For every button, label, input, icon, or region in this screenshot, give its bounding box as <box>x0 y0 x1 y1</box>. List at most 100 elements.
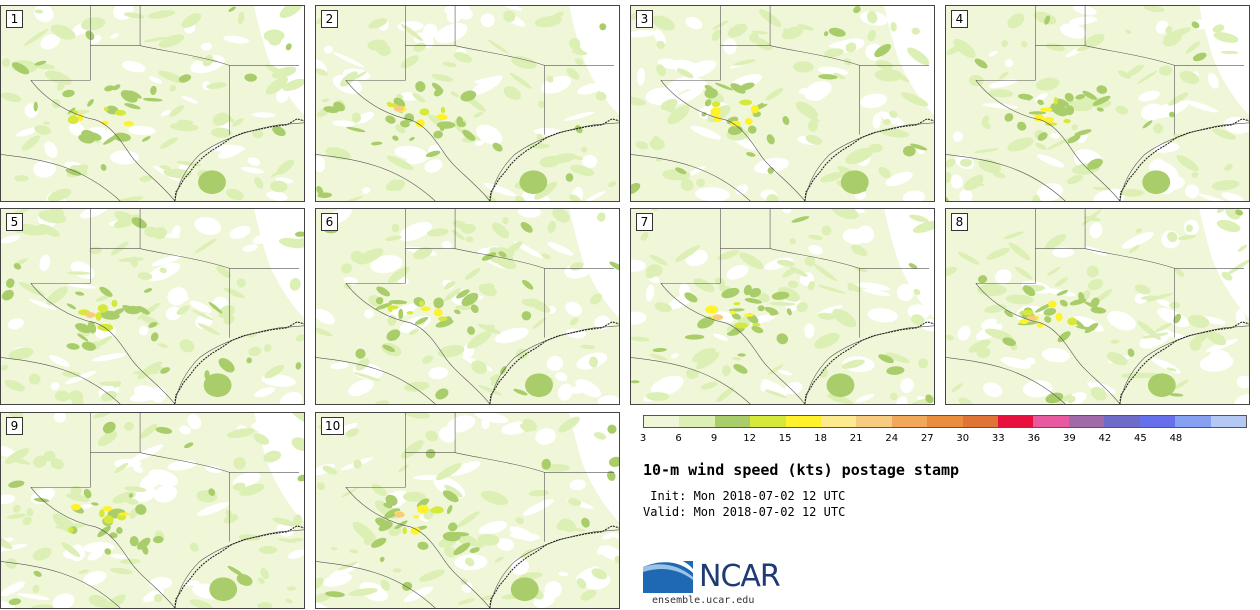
wind-contour-6kt <box>1090 386 1107 401</box>
wind-contour-6kt <box>226 188 244 201</box>
calm-patch <box>872 113 881 129</box>
calm-region <box>254 209 304 318</box>
wind-contour-9kt <box>684 292 698 303</box>
wind-contour-6kt <box>388 266 410 284</box>
wind-contour-12kt <box>77 114 84 122</box>
calm-patch <box>254 387 275 398</box>
wind-contour-6kt <box>137 272 153 280</box>
calm-patch <box>83 570 107 586</box>
wind-contour-6kt <box>114 196 144 201</box>
calm-patch <box>398 277 409 285</box>
postage-stamp-panel: 3 <box>630 5 935 202</box>
calm-patch <box>631 30 657 38</box>
wind-contour-12kt <box>419 108 430 116</box>
wind-contour-9kt <box>1087 158 1103 170</box>
wind-contour-9kt <box>453 542 471 556</box>
wind-contour-6kt <box>30 604 54 608</box>
wind-contour-9kt <box>184 442 194 449</box>
calm-patch <box>151 254 182 267</box>
coastline <box>174 321 304 404</box>
calm-patch <box>878 111 905 126</box>
wind-contour-6kt <box>66 493 90 502</box>
wind-contour-6kt <box>1146 292 1174 302</box>
wind-contour-6kt <box>218 305 235 319</box>
wind-contour-9kt <box>1017 121 1027 131</box>
wind-contour-12kt <box>1019 319 1029 325</box>
calm-region <box>569 6 619 115</box>
calm-patch <box>1087 381 1117 395</box>
calm-patch <box>323 573 352 587</box>
wind-contour-6kt <box>1141 332 1169 339</box>
wind-contour-6kt <box>776 259 795 267</box>
wind-contour-6kt <box>581 146 588 153</box>
wind-contour-9kt <box>33 101 38 112</box>
colorbar-segment <box>1068 416 1105 427</box>
wind-contour-6kt <box>1020 41 1028 48</box>
calm-patch <box>44 141 58 159</box>
wind-contour-6kt <box>453 52 473 63</box>
ncar-logo-icon <box>643 556 693 593</box>
calm-patch <box>52 593 75 608</box>
wind-contour-9kt <box>435 319 454 328</box>
calm-patch <box>1207 73 1219 89</box>
wind-contour-9kt <box>246 357 253 364</box>
wind-contour-6kt <box>50 24 76 40</box>
wind-contour-6kt <box>766 194 779 201</box>
wind-contour-6kt <box>169 84 177 92</box>
colorbar-segment <box>1104 416 1140 427</box>
boundary-line <box>316 154 436 201</box>
wind-contour-6kt <box>739 252 764 270</box>
wind-contour-6kt <box>680 178 694 191</box>
wind-speed-map <box>946 6 1249 201</box>
wind-contour-6kt <box>1067 174 1083 185</box>
calm-patch <box>474 413 509 424</box>
wind-contour-9kt <box>346 126 366 133</box>
wind-contour-9kt <box>143 288 153 293</box>
wind-contour-9kt <box>782 116 790 125</box>
wind-contour-6kt <box>591 568 608 580</box>
calm-patch <box>223 35 250 44</box>
wind-contour-9kt <box>295 362 302 370</box>
wind-contour-6kt <box>124 12 145 19</box>
wind-contour-6kt <box>32 455 47 468</box>
wind-contour-9kt <box>675 167 687 175</box>
boundary-line <box>345 209 406 284</box>
wind-contour-6kt <box>593 432 607 440</box>
colorbar-tick-label: 39 <box>1062 433 1076 444</box>
wind-contour-6kt <box>1134 284 1151 295</box>
wind-contour-6kt <box>1115 105 1128 115</box>
calm-patch <box>49 355 70 367</box>
wind-contour-9kt <box>456 289 470 299</box>
wind-contour-6kt <box>34 125 52 135</box>
wind-contour-6kt <box>973 148 1000 154</box>
wind-contour-9kt <box>823 31 829 37</box>
wind-contour-6kt <box>984 328 1013 341</box>
wind-contour-9kt <box>272 125 286 137</box>
wind-contour-6kt <box>826 393 853 404</box>
wind-contour-9kt <box>1064 105 1075 116</box>
wind-contour-6kt <box>1015 266 1033 280</box>
colorbar-segment <box>962 416 999 427</box>
wind-contour-6kt <box>946 334 954 341</box>
wind-contour-9kt <box>425 448 436 459</box>
wind-contour-6kt <box>339 71 358 87</box>
wind-contour-6kt <box>349 549 358 554</box>
wind-contour-6kt <box>112 380 122 388</box>
wind-contour-9kt <box>697 316 715 329</box>
wind-contour-6kt <box>1005 294 1034 305</box>
wind-contour-6kt <box>727 23 748 38</box>
calm-patch <box>856 225 875 244</box>
wind-contour-9kt <box>1037 132 1048 141</box>
wind-contour-9kt <box>433 297 444 309</box>
wind-contour-12kt <box>1067 317 1078 326</box>
wind-contour-6kt <box>696 178 706 188</box>
wind-contour-9kt <box>102 421 116 434</box>
wind-contour-6kt <box>176 305 190 315</box>
wind-contour-9kt <box>1191 21 1200 29</box>
wind-contour-6kt <box>841 359 865 369</box>
wind-contour-6kt <box>189 599 213 608</box>
calm-patch <box>1155 20 1169 34</box>
calm-patch <box>474 77 498 84</box>
wind-contour-12kt <box>71 503 81 511</box>
wind-contour-6kt <box>911 314 925 326</box>
